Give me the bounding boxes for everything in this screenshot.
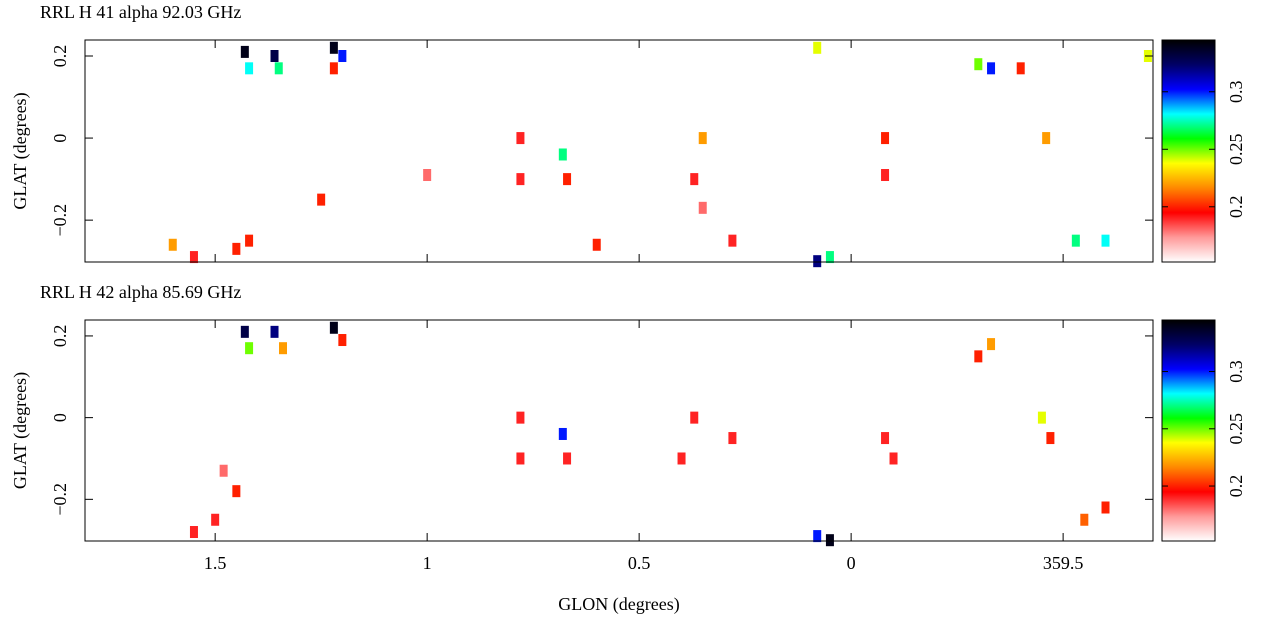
map-pixel bbox=[338, 334, 347, 347]
map-pixel bbox=[825, 251, 834, 264]
map-pixel bbox=[728, 234, 737, 247]
map-pixel bbox=[329, 321, 338, 334]
map-pixel bbox=[987, 338, 996, 351]
map-pixel bbox=[516, 173, 525, 186]
colorbar-tick-label: 0.3 bbox=[1226, 360, 1246, 383]
panel-title: RRL H 42 alpha 85.69 GHz bbox=[40, 282, 241, 302]
map-pixel bbox=[987, 62, 996, 75]
map-pixel bbox=[232, 485, 241, 498]
map-pixel bbox=[1071, 234, 1080, 247]
map-pixel bbox=[338, 50, 347, 63]
colorbar bbox=[1161, 39, 1216, 263]
map-pixel bbox=[698, 201, 707, 214]
map-pixel bbox=[563, 452, 572, 465]
map-pixel bbox=[825, 534, 834, 547]
map-pixel bbox=[698, 132, 707, 145]
panel-title: RRL H 41 alpha 92.03 GHz bbox=[40, 2, 241, 22]
x-tick-label: 1 bbox=[423, 553, 432, 573]
map-pixel bbox=[974, 58, 983, 71]
map-pixel bbox=[889, 452, 898, 465]
map-pixel bbox=[690, 411, 699, 424]
colorbar-tick-label: 0.2 bbox=[1226, 196, 1246, 219]
map-pixel bbox=[317, 193, 326, 206]
map-pixel bbox=[270, 50, 279, 63]
x-tick-label: 0 bbox=[847, 553, 856, 573]
map-pixel bbox=[1101, 234, 1110, 247]
map-pixel bbox=[245, 234, 254, 247]
x-tick-label: 0.5 bbox=[628, 553, 651, 573]
map-pixel bbox=[690, 173, 699, 186]
map-pixel bbox=[881, 432, 890, 445]
map-pixel bbox=[563, 173, 572, 186]
y-tick-label: 0.2 bbox=[50, 325, 70, 348]
map-pixel bbox=[728, 432, 737, 445]
map-pixel bbox=[813, 41, 822, 54]
plot-frame bbox=[84, 39, 1154, 263]
plot-frame bbox=[84, 319, 1154, 542]
map-pixel bbox=[974, 350, 983, 363]
map-pixel bbox=[219, 464, 228, 477]
colorbar bbox=[1161, 319, 1216, 542]
map-pixel bbox=[329, 41, 338, 54]
colorbar-tick-label: 0.3 bbox=[1226, 81, 1246, 104]
map-pixel bbox=[189, 526, 198, 539]
y-axis-label: GLAT (degrees) bbox=[10, 372, 31, 489]
map-pixel bbox=[592, 238, 601, 251]
map-pixel bbox=[1042, 132, 1051, 145]
y-tick-label: −0.2 bbox=[50, 483, 70, 516]
map-pixel bbox=[270, 325, 279, 338]
map-pixel bbox=[881, 169, 890, 182]
x-tick-label: 1.5 bbox=[204, 553, 227, 573]
map-pixel bbox=[881, 132, 890, 145]
map-pixel bbox=[245, 62, 254, 75]
map-pixel bbox=[329, 62, 338, 75]
map-pixel bbox=[423, 169, 432, 182]
map-pixel bbox=[232, 242, 241, 255]
y-tick-label: 0 bbox=[50, 413, 70, 422]
x-axis-label: GLON (degrees) bbox=[558, 594, 679, 615]
map-pixel bbox=[211, 513, 220, 526]
map-pixel bbox=[278, 342, 287, 355]
y-tick-label: 0.2 bbox=[50, 45, 70, 67]
map-pixel bbox=[245, 342, 254, 355]
map-pixel bbox=[558, 148, 567, 161]
x-tick-label: 359.5 bbox=[1043, 553, 1084, 573]
map-pixel bbox=[1016, 62, 1025, 75]
colorbar-tick-label: 0.25 bbox=[1226, 413, 1246, 445]
y-tick-label: −0.2 bbox=[50, 204, 70, 237]
map-pixel bbox=[240, 45, 249, 58]
map-pixel bbox=[168, 238, 177, 251]
map-pixel bbox=[1046, 432, 1055, 445]
map-pixel bbox=[240, 325, 249, 338]
map-pixel bbox=[1101, 501, 1110, 514]
map-pixel bbox=[813, 530, 822, 543]
map-pixel bbox=[516, 452, 525, 465]
map-pixel bbox=[1080, 513, 1089, 526]
y-tick-label: 0 bbox=[50, 134, 70, 143]
map-pixel bbox=[516, 132, 525, 145]
map-pixel bbox=[558, 427, 567, 440]
colorbar-tick-label: 0.25 bbox=[1226, 134, 1246, 166]
map-pixel bbox=[516, 411, 525, 424]
y-axis-label: GLAT (degrees) bbox=[10, 92, 31, 209]
colorbar-tick-label: 0.2 bbox=[1226, 475, 1246, 498]
map-pixel bbox=[189, 251, 198, 264]
map-pixel bbox=[677, 452, 686, 465]
map-pixel bbox=[274, 62, 283, 75]
map-pixel bbox=[1037, 411, 1046, 424]
map-pixel bbox=[813, 255, 822, 268]
